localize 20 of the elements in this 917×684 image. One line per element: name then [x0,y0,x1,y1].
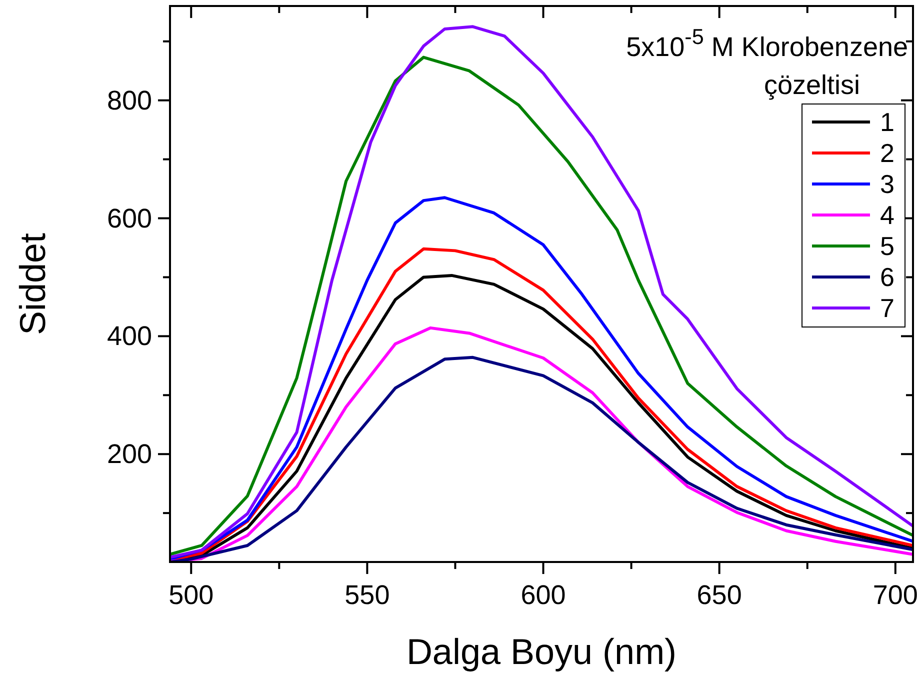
y-axis-title: Siddet [12,232,53,336]
legend-label: 5 [880,231,894,261]
y-tick-label: 800 [106,85,152,116]
legend-label: 7 [880,293,894,323]
x-tick-label: 650 [696,580,742,610]
legend-label: 6 [880,262,894,292]
annotation: çözeltisi [764,70,860,100]
legend-label: 3 [880,169,894,199]
legend-label: 4 [880,200,894,230]
y-tick-label: 400 [106,321,152,352]
x-tick-label: 600 [520,580,566,610]
legend-label: 1 [880,107,894,137]
x-tick-label: 500 [168,580,214,610]
legend-label: 2 [880,138,894,168]
x-tick-label: 550 [344,580,390,610]
y-tick-label: 600 [106,203,152,234]
annotation: 5x10$^{-5}$ M Klorobenzene [626,24,908,62]
x-tick-label: 700 [872,580,917,610]
y-tick-label: 200 [106,439,152,470]
x-axis-title: Dalga Boyu (nm) [406,631,677,672]
